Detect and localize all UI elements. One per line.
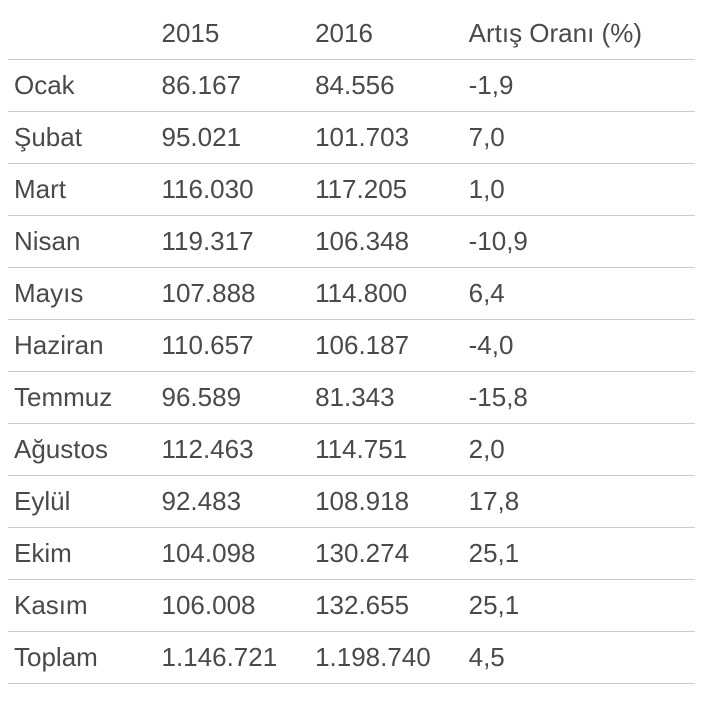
table-row: Haziran 110.657 106.187 -4,0: [8, 320, 695, 372]
cell-2016: 117.205: [309, 164, 463, 216]
cell-rate: 25,1: [463, 528, 695, 580]
cell-rate: 6,4: [463, 268, 695, 320]
data-table: 2015 2016 Artış Oranı (%) Ocak 86.167 84…: [8, 8, 695, 684]
cell-2016: 1.198.740: [309, 632, 463, 684]
table-row: Ekim 104.098 130.274 25,1: [8, 528, 695, 580]
table-row: Temmuz 96.589 81.343 -15,8: [8, 372, 695, 424]
cell-2015: 96.589: [156, 372, 310, 424]
cell-month: Toplam: [8, 632, 156, 684]
cell-2016: 132.655: [309, 580, 463, 632]
header-month: [8, 8, 156, 60]
cell-2015: 110.657: [156, 320, 310, 372]
cell-month: Ocak: [8, 60, 156, 112]
cell-2015: 116.030: [156, 164, 310, 216]
cell-2016: 130.274: [309, 528, 463, 580]
cell-2016: 114.751: [309, 424, 463, 476]
cell-rate: 7,0: [463, 112, 695, 164]
table-row: Nisan 119.317 106.348 -10,9: [8, 216, 695, 268]
cell-month: Eylül: [8, 476, 156, 528]
table-row: Eylül 92.483 108.918 17,8: [8, 476, 695, 528]
cell-rate: 25,1: [463, 580, 695, 632]
table-body: Ocak 86.167 84.556 -1,9 Şubat 95.021 101…: [8, 60, 695, 684]
cell-rate: -1,9: [463, 60, 695, 112]
cell-2016: 106.187: [309, 320, 463, 372]
cell-2016: 81.343: [309, 372, 463, 424]
cell-2015: 106.008: [156, 580, 310, 632]
table-row-total: Toplam 1.146.721 1.198.740 4,5: [8, 632, 695, 684]
cell-rate: -10,9: [463, 216, 695, 268]
cell-2015: 86.167: [156, 60, 310, 112]
cell-2016: 84.556: [309, 60, 463, 112]
cell-2015: 119.317: [156, 216, 310, 268]
cell-2015: 112.463: [156, 424, 310, 476]
cell-2015: 95.021: [156, 112, 310, 164]
table-row: Ağustos 112.463 114.751 2,0: [8, 424, 695, 476]
cell-2015: 1.146.721: [156, 632, 310, 684]
cell-rate: 1,0: [463, 164, 695, 216]
cell-2015: 104.098: [156, 528, 310, 580]
cell-month: Mayıs: [8, 268, 156, 320]
table-row: Mayıs 107.888 114.800 6,4: [8, 268, 695, 320]
cell-2015: 92.483: [156, 476, 310, 528]
header-2016: 2016: [309, 8, 463, 60]
cell-month: Kasım: [8, 580, 156, 632]
cell-month: Nisan: [8, 216, 156, 268]
cell-rate: 4,5: [463, 632, 695, 684]
cell-rate: -4,0: [463, 320, 695, 372]
cell-2015: 107.888: [156, 268, 310, 320]
cell-rate: 2,0: [463, 424, 695, 476]
header-rate: Artış Oranı (%): [463, 8, 695, 60]
cell-month: Ekim: [8, 528, 156, 580]
cell-2016: 108.918: [309, 476, 463, 528]
table-row: Kasım 106.008 132.655 25,1: [8, 580, 695, 632]
cell-rate: 17,8: [463, 476, 695, 528]
table-row: Şubat 95.021 101.703 7,0: [8, 112, 695, 164]
cell-month: Temmuz: [8, 372, 156, 424]
header-2015: 2015: [156, 8, 310, 60]
cell-2016: 101.703: [309, 112, 463, 164]
table-header-row: 2015 2016 Artış Oranı (%): [8, 8, 695, 60]
table-row: Ocak 86.167 84.556 -1,9: [8, 60, 695, 112]
table-row: Mart 116.030 117.205 1,0: [8, 164, 695, 216]
cell-month: Mart: [8, 164, 156, 216]
cell-month: Şubat: [8, 112, 156, 164]
cell-2016: 114.800: [309, 268, 463, 320]
cell-month: Ağustos: [8, 424, 156, 476]
cell-rate: -15,8: [463, 372, 695, 424]
cell-month: Haziran: [8, 320, 156, 372]
cell-2016: 106.348: [309, 216, 463, 268]
